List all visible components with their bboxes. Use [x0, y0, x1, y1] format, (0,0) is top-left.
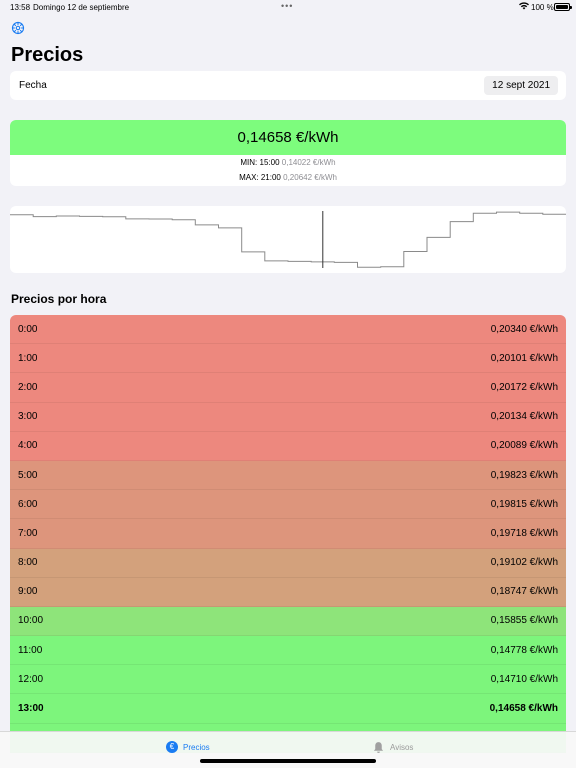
hour-price: 0,20172 €/kWh — [490, 381, 558, 393]
bell-icon — [373, 742, 384, 753]
hour-price: 0,19718 €/kWh — [490, 527, 558, 539]
wifi-icon — [519, 2, 529, 12]
hour-price: 0,20089 €/kWh — [490, 440, 558, 452]
date-label: Fecha — [19, 80, 47, 91]
current-price-card: 0,14658 €/kWh MIN: 15:00 0,14022 €/kWh M… — [10, 120, 566, 186]
status-time: 13:58 — [10, 3, 31, 12]
hour-label: 6:00 — [18, 498, 38, 510]
max-price-row: MAX: 21:00 0,20642 €/kWh — [10, 173, 566, 182]
hour-row[interactable]: 3:00 0,20134 €/kWh — [10, 402, 566, 432]
hour-row[interactable]: 11:00 0,14778 €/kWh — [10, 636, 566, 666]
hour-label: 0:00 — [18, 323, 38, 335]
max-value: 0,20642 €/kWh — [283, 173, 337, 182]
tab-avisos-label: Avisos — [390, 743, 414, 752]
hour-label: 11:00 — [18, 644, 43, 656]
hour-label: 8:00 — [18, 557, 38, 569]
status-date: Domingo 12 de septiembre — [33, 3, 130, 12]
hour-price: 0,14710 €/kWh — [490, 673, 558, 685]
home-indicator[interactable] — [200, 759, 376, 763]
price-chart — [10, 211, 566, 268]
gear-icon — [11, 21, 25, 35]
hour-row[interactable]: 13:00 0,14658 €/kWh — [10, 694, 566, 724]
hour-label: 10:00 — [18, 615, 44, 627]
hour-price: 0,20134 €/kWh — [490, 411, 558, 423]
price-line — [10, 211, 566, 268]
max-label: MAX: — [239, 173, 259, 182]
hour-label: 13:00 — [18, 703, 44, 715]
min-hour: 15:00 — [259, 158, 280, 167]
hour-row[interactable]: 7:00 0,19718 €/kWh — [10, 519, 566, 549]
hour-label: 12:00 — [18, 673, 44, 685]
date-selector-card: Fecha 12 sept 2021 — [10, 71, 566, 100]
hour-price: 0,15855 €/kWh — [490, 615, 558, 627]
hour-row[interactable]: 9:00 0,18747 €/kWh — [10, 577, 566, 607]
hour-price: 0,19102 €/kWh — [490, 557, 558, 569]
hourly-section-title: Precios por hora — [11, 292, 107, 306]
min-value: 0,14022 €/kWh — [281, 158, 336, 167]
price-chart-card — [10, 206, 566, 273]
max-hour: 21:00 — [260, 173, 281, 182]
hour-label: 4:00 — [18, 440, 38, 452]
settings-button[interactable] — [11, 21, 25, 35]
tab-precios-label: Precios — [183, 742, 210, 752]
hour-row[interactable]: 0:00 0,20340 €/kWh — [10, 315, 566, 345]
current-price: 0,14658 €/kWh — [10, 120, 566, 155]
min-label: MIN: — [240, 158, 258, 167]
hour-row[interactable]: 4:00 0,20089 €/kWh — [10, 431, 566, 461]
hour-price: 0,18747 €/kWh — [490, 586, 558, 598]
battery-percent: 100 % — [531, 3, 554, 12]
status-bar: 13:58 Domingo 12 de septiembre ••• 100 % — [0, 0, 576, 14]
min-price-row: MIN: 15:00 0,14022 €/kWh — [10, 158, 566, 167]
hour-label: 1:00 — [18, 352, 38, 364]
hour-label: 7:00 — [18, 527, 38, 539]
hour-label: 3:00 — [18, 411, 38, 423]
page-title: Precios — [11, 44, 84, 66]
hour-price: 0,14658 €/kWh — [489, 703, 558, 715]
hour-price: 0,20340 €/kWh — [490, 323, 558, 335]
hour-row[interactable]: 8:00 0,19102 €/kWh — [10, 548, 566, 578]
hour-row[interactable]: 12:00 0,14710 €/kWh — [10, 665, 566, 695]
date-picker-button[interactable]: 12 sept 2021 — [484, 76, 558, 95]
hour-label: 9:00 — [18, 586, 38, 598]
tab-precios[interactable]: € Precios — [166, 741, 210, 753]
multitasking-dots-icon[interactable]: ••• — [281, 1, 294, 11]
tab-avisos[interactable]: Avisos — [372, 741, 413, 754]
hour-price: 0,19823 €/kWh — [490, 469, 558, 481]
hour-price: 0,20101 €/kWh — [490, 352, 558, 364]
hour-price: 0,14778 €/kWh — [490, 644, 558, 656]
battery-icon — [554, 3, 572, 11]
euro-icon: € — [166, 741, 178, 753]
hour-label: 2:00 — [18, 381, 38, 393]
hour-row[interactable]: 5:00 0,19823 €/kWh — [10, 460, 566, 491]
hour-price: 0,19815 €/kWh — [490, 498, 558, 510]
hour-row[interactable]: 2:00 0,20172 €/kWh — [10, 373, 566, 403]
hourly-price-list: 0:00 0,20340 €/kWh 1:00 0,20101 €/kWh 2:00 0,… — [10, 315, 566, 755]
hour-row[interactable]: 6:00 0,19815 €/kWh — [10, 490, 566, 520]
hour-row[interactable]: 1:00 0,20101 €/kWh — [10, 344, 566, 374]
hour-label: 5:00 — [18, 469, 38, 481]
hour-row[interactable]: 10:00 0,15855 €/kWh — [10, 606, 566, 637]
